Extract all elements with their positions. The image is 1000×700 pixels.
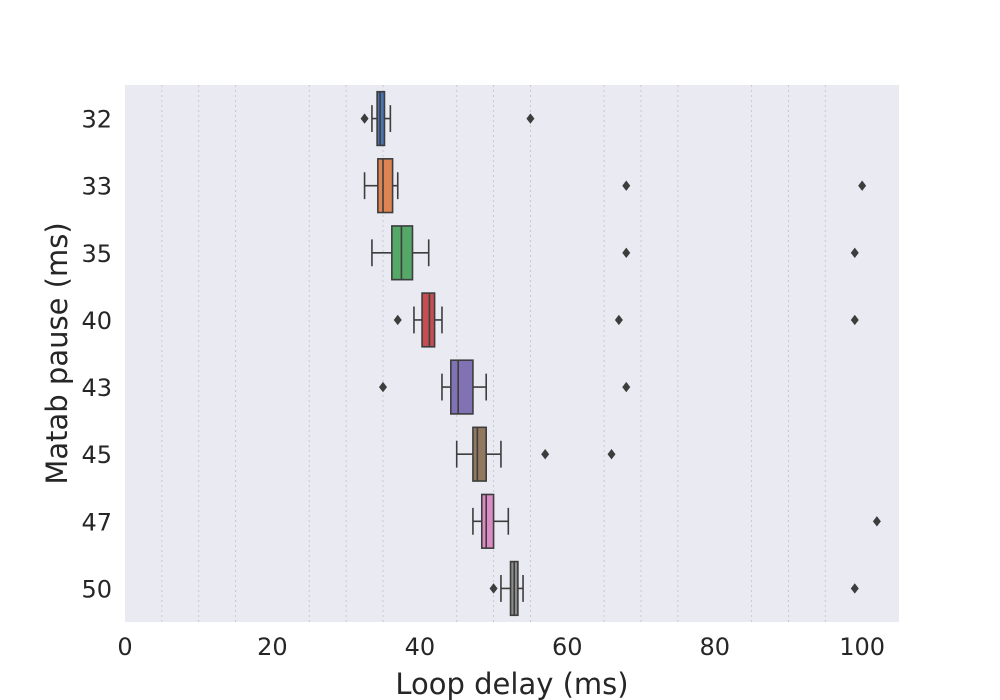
plot-area [125, 85, 899, 622]
x-tick-label: 40 [405, 633, 436, 661]
box-43 [379, 359, 631, 415]
box-50 [489, 560, 859, 617]
box-iqr [472, 426, 487, 482]
y-tick-label: 32 [81, 106, 112, 134]
outlier-point [850, 583, 859, 594]
y-tick-label: 45 [81, 441, 112, 469]
box-iqr [421, 292, 436, 348]
y-tick-label: 50 [81, 575, 112, 603]
x-tick-label: 80 [699, 633, 730, 661]
outlier-point [850, 247, 859, 259]
x-tick-label: 100 [839, 633, 885, 661]
x-tick-label: 0 [117, 633, 132, 661]
y-tick-label: 43 [81, 374, 112, 402]
x-axis-ticks: 0 20 40 60 80 100 [117, 633, 885, 661]
y-axis-ticks: 32 33 35 40 43 45 47 50 [81, 106, 112, 604]
y-tick-label: 47 [81, 508, 112, 536]
outlier-point [526, 113, 535, 124]
outlier-point [489, 583, 498, 594]
x-tick-label: 20 [257, 633, 288, 661]
y-tick-label: 40 [81, 307, 112, 335]
outlier-point [858, 180, 867, 191]
y-tick-label: 35 [81, 240, 112, 268]
boxes-group [360, 90, 881, 617]
outlier-point [541, 448, 550, 460]
outlier-point [622, 247, 631, 259]
y-axis-label: Matab pause (ms) [40, 222, 74, 484]
outlier-point [360, 113, 369, 124]
y-tick-label: 33 [81, 173, 112, 201]
outlier-point [622, 381, 631, 393]
outlier-point [607, 448, 616, 460]
box-35 [371, 225, 859, 281]
x-axis-label: Loop delay (ms) [395, 667, 628, 700]
outlier-point [850, 314, 859, 326]
outlier-point [872, 516, 881, 527]
box-33 [363, 158, 867, 214]
box-40 [393, 292, 859, 348]
outlier-point [622, 180, 631, 191]
outlier-point [614, 314, 623, 326]
box-32 [360, 90, 535, 147]
x-tick-label: 60 [552, 633, 583, 661]
box-iqr [480, 493, 495, 549]
outlier-point [393, 314, 402, 326]
box-iqr [377, 158, 394, 214]
box-45 [455, 426, 616, 482]
box-iqr [450, 359, 474, 415]
outlier-point [379, 381, 387, 393]
box-47 [472, 493, 881, 549]
